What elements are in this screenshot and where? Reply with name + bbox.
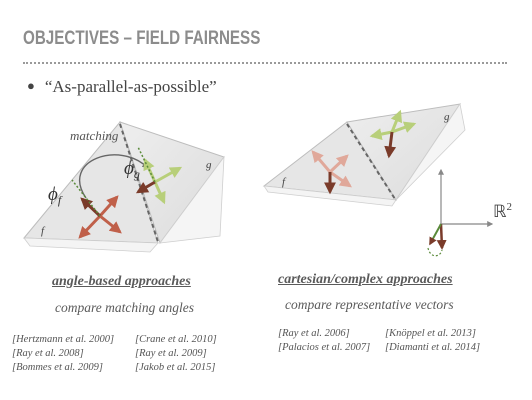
face-f-right-label: f: [282, 176, 287, 188]
angle-based-subtitle: compare matching angles: [55, 300, 194, 315]
bullet-item: ● “As-parallel-as-possible”: [27, 77, 217, 97]
phi-f-symbol: ϕf: [48, 184, 63, 207]
r2-axes: [427, 168, 494, 257]
ref-item: [Jakob et al. 2015]: [135, 362, 216, 373]
angle-based-heading: angle-based approaches: [52, 274, 191, 289]
face-g-label: g: [206, 159, 212, 171]
cross-g-right: [369, 109, 417, 159]
phi-g-symbol: ϕg: [124, 158, 140, 181]
ref-item: [Ray et al. 2009]: [135, 348, 207, 359]
cross-g-left: [135, 146, 183, 205]
ref-item: [Bommes et al. 2009]: [12, 362, 103, 373]
cross-f-left: [71, 179, 122, 239]
matching-label: matching: [70, 128, 119, 143]
ref-item: [Knöppel et al. 2013]: [385, 328, 476, 339]
matching-arrow: [78, 154, 149, 199]
r2-label: ℝ2: [493, 201, 512, 221]
left-mesh: [22, 120, 225, 253]
ref-item: [Diamanti et al. 2014]: [385, 342, 481, 353]
face-g-right-label: g: [444, 111, 450, 123]
cartesian-heading: cartesian/complex approaches: [278, 272, 453, 287]
ref-item: [Ray et al. 2008]: [12, 348, 84, 359]
bullet-dot-icon: ●: [27, 78, 35, 93]
cross-f-right: [311, 150, 352, 195]
cartesian-subtitle: compare representative vectors: [285, 297, 454, 312]
ref-item: [Crane et al. 2010]: [135, 334, 217, 345]
slide-title: OBJECTIVES – FIELD FAIRNESS: [23, 28, 261, 49]
bullet-text: “As-parallel-as-possible”: [44, 77, 217, 96]
ref-item: [Palacios et al. 2007]: [278, 342, 371, 353]
face-f-label: f: [41, 225, 46, 237]
right-mesh: [262, 102, 466, 207]
title-divider: [23, 62, 507, 64]
ref-item: [Hertzmann et al. 2000]: [12, 334, 115, 345]
ref-item: [Ray et al. 2006]: [278, 328, 350, 339]
